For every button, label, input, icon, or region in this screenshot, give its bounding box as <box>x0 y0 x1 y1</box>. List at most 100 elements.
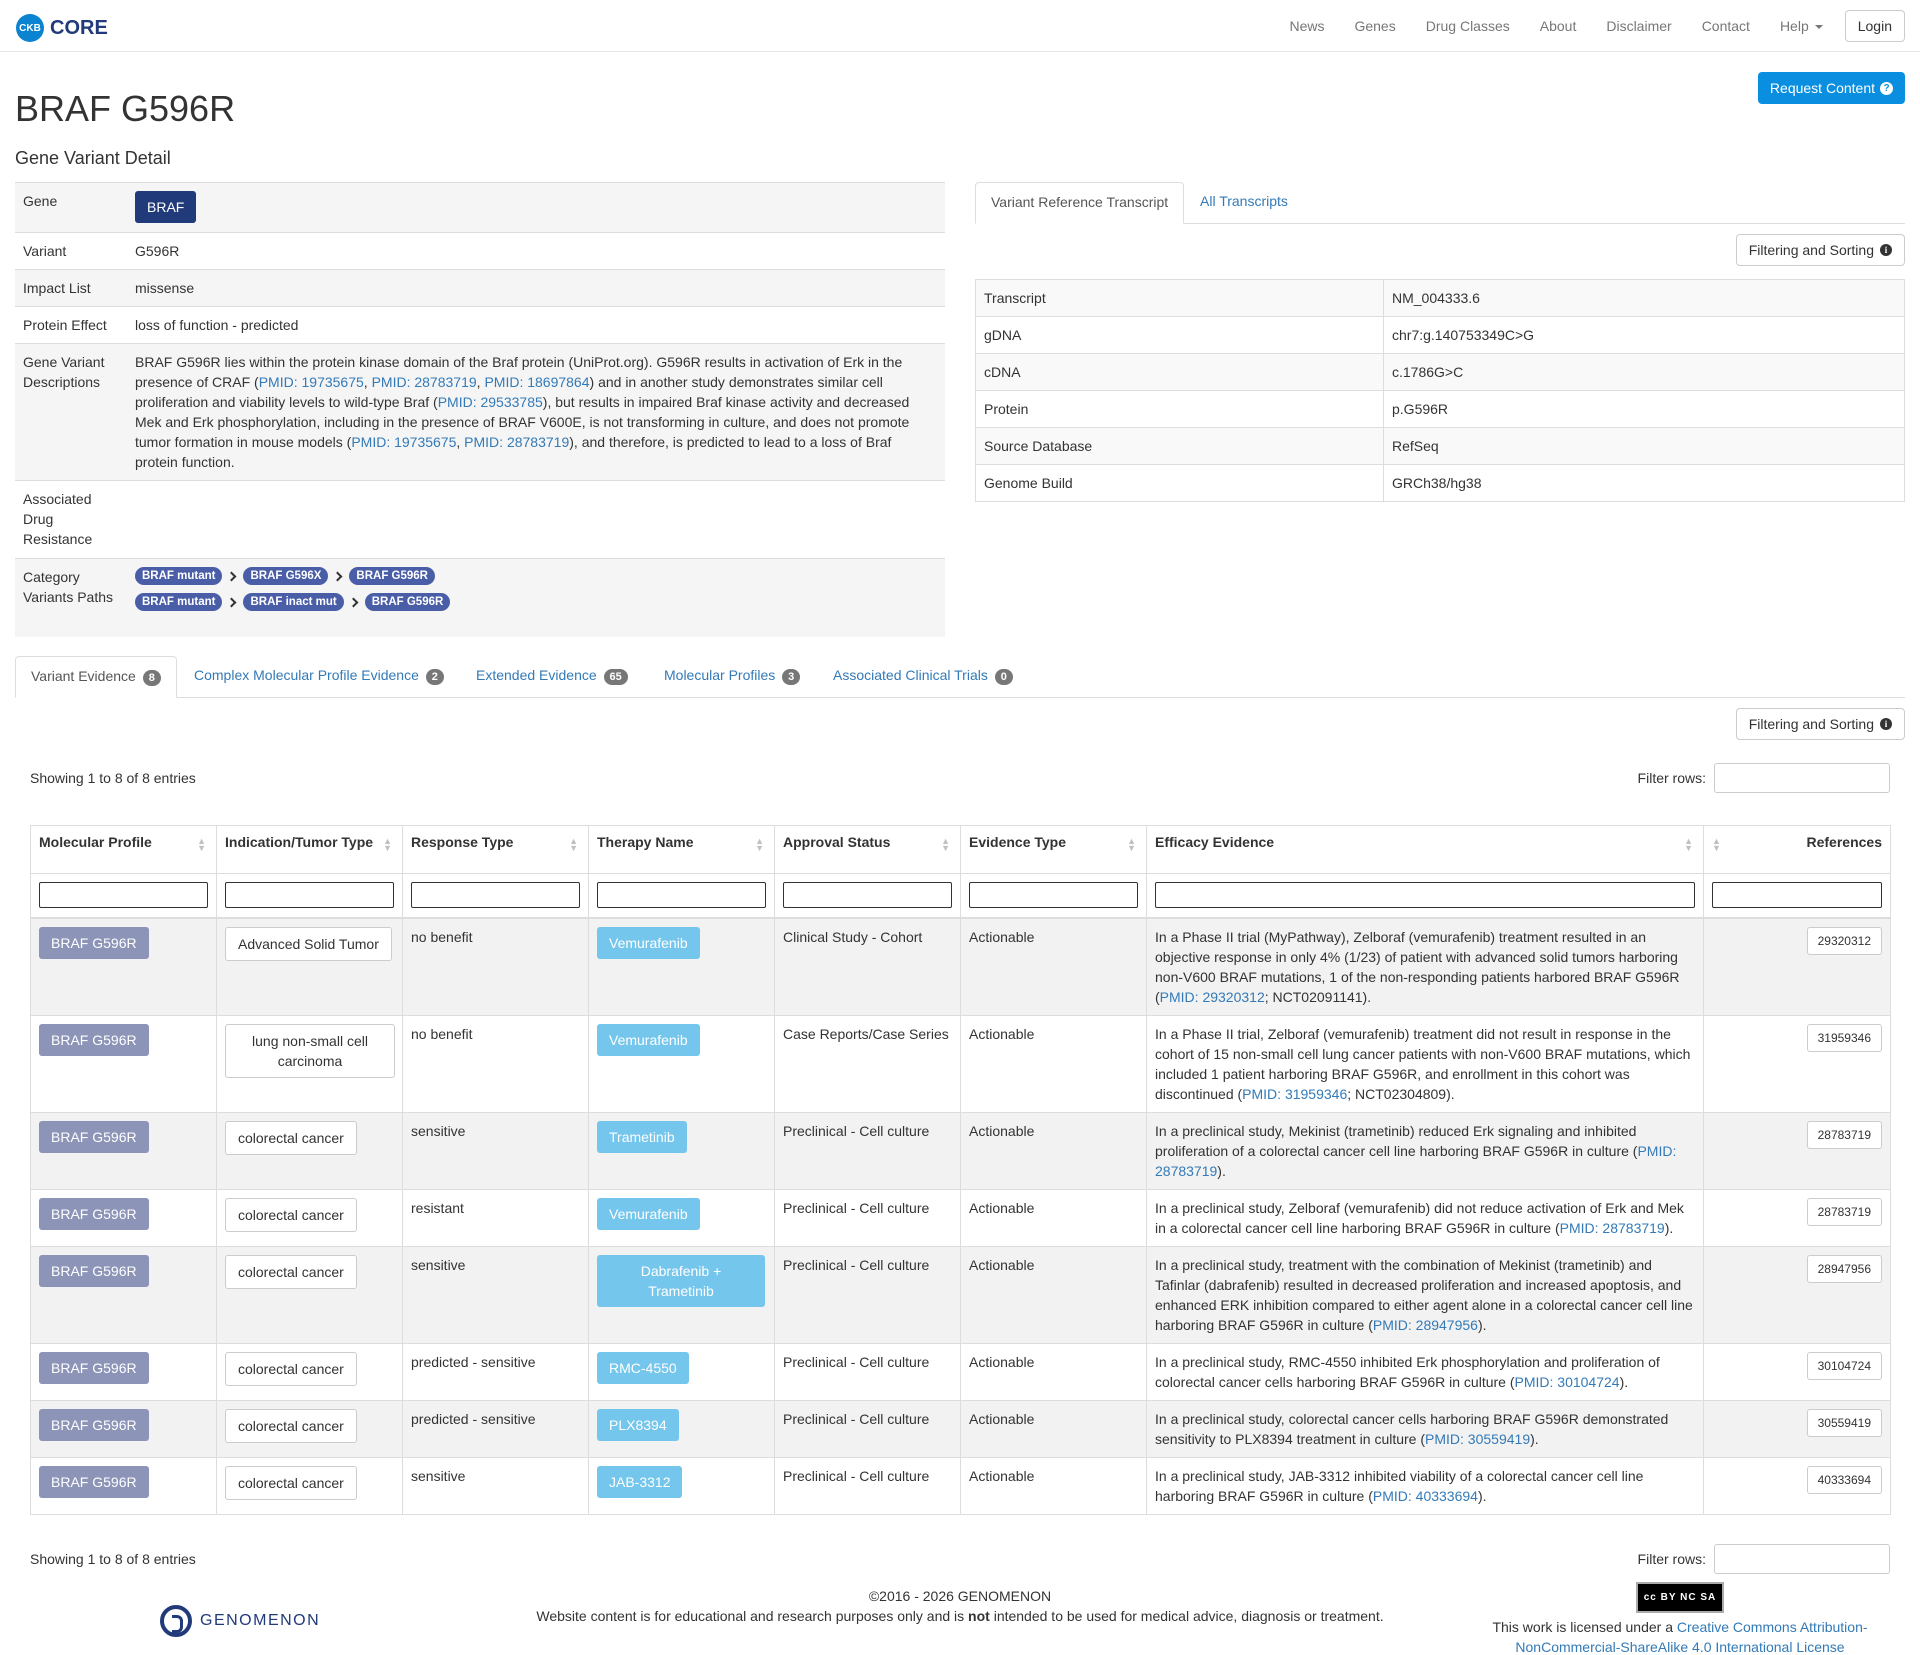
cell-therapy: JAB-3312 <box>588 1456 775 1515</box>
column-header-approval-status[interactable]: Approval Status ▲ ▼ <box>774 825 961 874</box>
tab-molecular-profiles[interactable]: Molecular Profiles 3 <box>649 656 815 698</box>
indication-button[interactable]: Advanced Solid Tumor <box>225 926 392 961</box>
tab-all-transcripts[interactable]: All Transcripts <box>1200 193 1288 209</box>
reference-button[interactable]: 40333694 <box>1806 1465 1882 1494</box>
reference-button[interactable]: 28947956 <box>1806 1254 1882 1283</box>
molecular-profile-button[interactable]: BRAF G596R <box>39 1351 149 1384</box>
column-header-evidence-type[interactable]: Evidence Type ▲ ▼ <box>960 825 1147 874</box>
gene-button[interactable]: BRAF <box>135 191 197 223</box>
creative-commons-badge-icon[interactable]: cc BY NC SA <box>1636 1582 1724 1613</box>
column-filter-input[interactable] <box>1712 882 1882 909</box>
reference-button[interactable]: 29320312 <box>1806 926 1882 955</box>
molecular-profile-button[interactable]: BRAF G596R <box>39 926 149 959</box>
column-filter-input[interactable] <box>783 882 952 909</box>
column-header-efficacy-evidence[interactable]: Efficacy Evidence ▲ ▼ <box>1146 825 1704 874</box>
column-header-response-type[interactable]: Response Type ▲ ▼ <box>402 825 589 874</box>
indication-button[interactable]: colorectal cancer <box>225 1408 357 1443</box>
login-button[interactable]: Login <box>1844 10 1905 42</box>
pmid-link[interactable]: PMID: 29533785 <box>437 394 543 410</box>
path-badge[interactable]: BRAF G596R <box>349 567 435 585</box>
therapy-button[interactable]: PLX8394 <box>597 1408 679 1441</box>
tab-variant-reference-transcript[interactable]: Variant Reference Transcript <box>975 182 1185 224</box>
indication-button[interactable]: colorectal cancer <box>225 1351 357 1386</box>
pmid-link[interactable]: PMID: 28783719 <box>464 434 570 450</box>
filter-rows-input[interactable] <box>1714 763 1890 793</box>
pmid-link[interactable]: PMID: 28783719 <box>371 374 477 390</box>
efficacy-text: In a Phase II trial (MyPathway), Zelbora… <box>1155 928 1680 1005</box>
nav-genes[interactable]: Genes <box>1354 18 1396 34</box>
column-filter-input[interactable] <box>39 882 208 909</box>
reference-button[interactable]: 30104724 <box>1806 1351 1882 1380</box>
detail-row-category-paths: Category Variants Paths BRAF mutant BRAF… <box>15 558 945 637</box>
tab-complex-molecular-profile-evidence[interactable]: Complex Molecular Profile Evidence 2 <box>179 656 459 698</box>
therapy-button[interactable]: JAB-3312 <box>597 1465 683 1498</box>
therapy-button[interactable]: Vemurafenib <box>597 926 700 959</box>
column-filter-input[interactable] <box>597 882 766 909</box>
molecular-profile-button[interactable]: BRAF G596R <box>39 1254 149 1287</box>
molecular-profile-button[interactable]: BRAF G596R <box>39 1120 149 1153</box>
path-badge[interactable]: BRAF G596R <box>364 593 451 611</box>
column-header-therapy-name[interactable]: Therapy Name ▲ ▼ <box>588 825 775 874</box>
therapy-button[interactable]: Trametinib <box>597 1120 687 1153</box>
pmid-link[interactable]: PMID: 18697864 <box>484 374 590 390</box>
path-badge[interactable]: BRAF G596X <box>243 567 329 585</box>
molecular-profile-button[interactable]: BRAF G596R <box>39 1465 149 1498</box>
path-badge[interactable]: BRAF mutant <box>135 593 223 611</box>
column-filter-input[interactable] <box>225 882 394 909</box>
pmid-link[interactable]: PMID: 30104724 <box>1514 1373 1620 1390</box>
nav-news[interactable]: News <box>1289 18 1325 34</box>
indication-button[interactable]: lung non-small cell carcinoma <box>225 1023 395 1078</box>
genomenon-logo[interactable]: GENOMENON <box>160 1605 320 1637</box>
pmid-link[interactable]: PMID: 31959346 <box>1242 1085 1348 1102</box>
indication-button[interactable]: colorectal cancer <box>225 1465 357 1500</box>
column-header-indication[interactable]: Indication/Tumor Type ▲ ▼ <box>216 825 403 874</box>
indication-button[interactable]: colorectal cancer <box>225 1254 357 1289</box>
pmid-link[interactable]: PMID: 28783719 <box>1559 1219 1665 1236</box>
tab-extended-evidence[interactable]: Extended Evidence 65 <box>461 656 643 698</box>
tab-variant-evidence[interactable]: Variant Evidence 8 <box>15 656 177 698</box>
pmid-link[interactable]: PMID: 29320312 <box>1159 988 1265 1005</box>
indication-button[interactable]: colorectal cancer <box>225 1197 357 1232</box>
therapy-button[interactable]: Vemurafenib <box>597 1197 700 1230</box>
nav-about[interactable]: About <box>1539 18 1577 34</box>
column-filter-input[interactable] <box>969 882 1138 909</box>
therapy-button[interactable]: Dabrafenib + Trametinib <box>597 1254 765 1307</box>
pmid-link[interactable]: PMID: 28947956 <box>1372 1316 1478 1333</box>
pmid-link[interactable]: PMID: 30559419 <box>1425 1430 1531 1447</box>
pmid-link[interactable]: PMID: 28783719 <box>1155 1142 1677 1179</box>
efficacy-text: ). <box>1217 1162 1226 1179</box>
indication-button[interactable]: colorectal cancer <box>225 1120 357 1155</box>
brand-logo[interactable]: CKB CORE <box>16 14 108 42</box>
path-badge[interactable]: BRAF mutant <box>135 567 223 585</box>
pmid-link[interactable]: PMID: 19735675 <box>351 434 457 450</box>
column-header-references[interactable]: ▲ ▼ References <box>1703 825 1891 874</box>
molecular-profile-button[interactable]: BRAF G596R <box>39 1023 149 1056</box>
nav-drug-classes[interactable]: Drug Classes <box>1425 18 1510 34</box>
therapy-button[interactable]: Vemurafenib <box>597 1023 700 1056</box>
tab-associated-clinical-trials[interactable]: Associated Clinical Trials 0 <box>818 656 1028 698</box>
molecular-profile-button[interactable]: BRAF G596R <box>39 1197 149 1230</box>
column-header-molecular-profile[interactable]: Molecular Profile ▲ ▼ <box>30 825 217 874</box>
pmid-link[interactable]: PMID: 40333694 <box>1372 1487 1478 1504</box>
request-content-button[interactable]: Request Content? <box>1757 72 1905 104</box>
path-badge[interactable]: BRAF inact mut <box>243 593 344 611</box>
reference-button[interactable]: 28783719 <box>1806 1197 1882 1226</box>
nav-contact[interactable]: Contact <box>1701 18 1750 34</box>
column-filter-input[interactable] <box>1155 882 1695 909</box>
reference-button[interactable]: 28783719 <box>1806 1120 1882 1149</box>
column-filter-input[interactable] <box>411 882 580 909</box>
evidence-filtering-sorting-button[interactable]: Filtering and Sorting i <box>1735 708 1905 740</box>
molecular-profile-button[interactable]: BRAF G596R <box>39 1408 149 1441</box>
pmid-link[interactable]: PMID: 19735675 <box>258 374 364 390</box>
license-link[interactable]: Creative Commons Attribution-NonCommerci… <box>1515 1619 1868 1655</box>
detail-label: Gene <box>15 182 127 233</box>
cell-indication: colorectal cancer <box>216 1188 403 1247</box>
nav-disclaimer[interactable]: Disclaimer <box>1606 18 1672 34</box>
therapy-button[interactable]: RMC-4550 <box>597 1351 689 1384</box>
nav-help-dropdown[interactable]: Help <box>1780 18 1823 34</box>
transcript-filtering-sorting-button[interactable]: Filtering and Sorting i <box>1735 234 1905 266</box>
reference-button[interactable]: 31959346 <box>1806 1023 1882 1052</box>
filter-rows: Filter rows: <box>1638 763 1890 793</box>
filter-rows-input[interactable] <box>1714 1544 1890 1574</box>
reference-button[interactable]: 30559419 <box>1806 1408 1882 1437</box>
